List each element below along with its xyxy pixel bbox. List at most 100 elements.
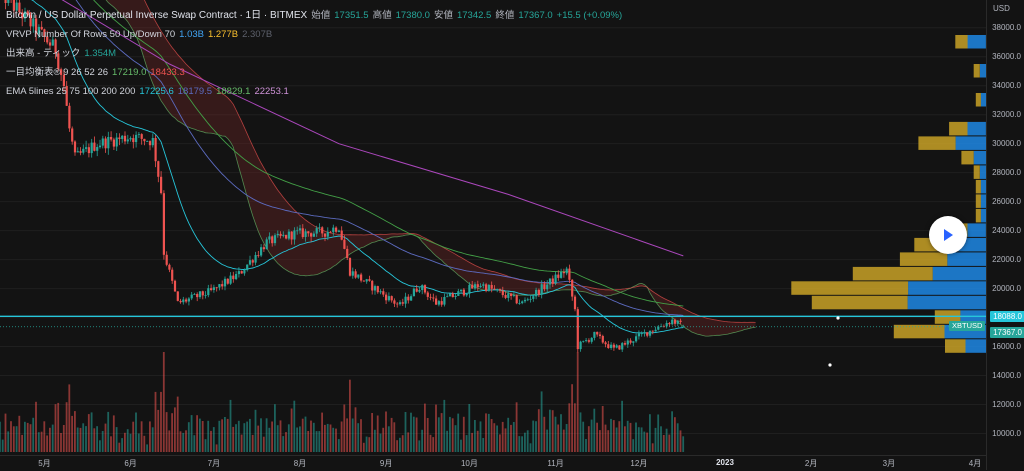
candle-body [343,239,346,249]
candle-body [565,268,568,274]
volume-bar [426,418,429,452]
candle-body [18,2,21,13]
time-tick-label: 12月 [630,459,648,468]
volume-bar [51,424,54,452]
candle-body [115,137,118,147]
candle-body [29,15,32,27]
candle-body [454,295,457,297]
volume-bar [635,422,637,452]
candle-body [187,298,190,302]
candle-body [360,274,363,281]
volume-bar [293,400,296,452]
volume-bar [462,416,465,452]
candle-body [40,26,43,30]
candle-body [287,231,290,239]
volume-bar [262,436,265,452]
volume-bar [637,427,640,452]
volume-profile-down-bar [973,165,980,179]
candle-body [654,329,657,332]
last-price-tag: 17367.0 [990,327,1024,339]
candle-body [382,291,385,295]
volume-bar [276,425,279,452]
candle-body [646,332,649,336]
volume-bar [321,412,323,452]
legend-vrvp-row[interactable]: VRVP Number Of Rows 50 Up/Down 70 1.03B … [6,25,626,44]
candle-body [448,293,452,297]
volume-bar [460,439,462,452]
volume-bar [529,443,532,452]
legend-ichimoku-row[interactable]: 一目均衡表® 9 26 52 26 17219.0 18433.3 [6,63,626,82]
volume-profile-up-bar [947,252,986,266]
candle-body [579,341,582,350]
volume-bar [576,352,579,452]
volume-bar [551,410,554,452]
candle-body [679,320,682,322]
volume-bar [1,439,4,452]
price-tick-label: 24000.0 [992,225,1021,235]
candle-body [104,138,107,149]
volume-bar [468,404,471,452]
volume-bar [79,427,82,452]
candle-body [112,139,115,147]
volume-bar [24,421,26,452]
time-axis[interactable]: 5月 6月 7月 8月 9月 10月 11月 12月 2023 2月 3月 4月 [0,455,986,471]
volume-profile-down-bar [811,295,908,310]
volume-bar [43,421,46,452]
candle-body [321,227,324,234]
volume-bar [135,412,137,452]
volume-bar [299,426,301,452]
volume-profile-up-bar [973,150,986,165]
volume-bar [499,434,501,452]
chart-area[interactable]: Bitcoin / US Dollar Perpetual Inverse Sw… [0,0,986,455]
symbol-price-tag: XBTUSD [949,321,986,331]
candle-body [160,176,163,194]
volume-bar [535,421,537,452]
volume-bar [490,419,493,452]
volume-bar [287,424,290,452]
candle-body [268,236,271,240]
candle-body [176,291,179,301]
candle-body [521,301,524,304]
candle-body [279,233,282,236]
price-chart[interactable] [0,0,986,455]
volume-bar [474,420,476,452]
volume-bar [271,421,273,452]
candle-body [146,141,149,142]
legend-ema-row[interactable]: EMA 5lines 25 75 100 200 200 17225.6 181… [6,82,626,101]
legend-volume-row[interactable]: 出来高 - ティック 1.354M [6,44,626,63]
symbol-title[interactable]: Bitcoin / US Dollar Perpetual Inverse Sw… [6,10,308,21]
volume-bar [360,419,362,452]
candle-body [151,138,154,146]
volume-bar [618,421,621,452]
candle-body [26,11,29,16]
high-label: 高値 [372,10,392,21]
volume-bar [443,399,446,452]
candle-body [407,296,410,301]
cursor-dot [828,363,832,367]
candle-body [101,138,104,146]
volume-bar [201,421,204,452]
candle-body [518,303,521,304]
candle-body [35,18,38,34]
volume-bar [399,437,401,452]
vrvp-value-2: 1.277B [207,29,239,40]
volume-bar [160,391,162,452]
candle-body [190,294,193,299]
volume-profile-up-bar [980,208,986,223]
volume-bar [371,413,373,452]
volume-bar [415,417,418,452]
volume-bar [543,416,546,452]
price-axis[interactable]: USD 38000.0 36000.0 34000.0 32000.0 30000.0 2… [986,0,1024,470]
volume-bar [435,404,437,452]
volume-bar [310,420,312,452]
candle-body [223,278,227,287]
low-label: 安値 [433,10,453,21]
volume-bar [518,436,521,452]
candle-body [46,36,49,43]
volume-bar [621,400,623,452]
play-button[interactable] [929,216,967,254]
volume-bar [185,430,187,452]
candle-body [304,231,307,237]
candle-body [590,337,593,342]
candle-body [296,230,299,232]
